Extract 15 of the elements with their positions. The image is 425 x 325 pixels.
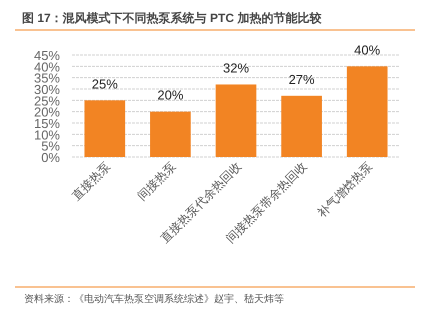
data-label: 25% <box>92 76 118 92</box>
x-tick-label: 间接热泵 <box>134 159 179 204</box>
bar <box>346 66 388 157</box>
chart-title: 图 17：混风模式下不同热泵系统与 PTC 加热的节能比较 <box>22 11 322 25</box>
bar <box>84 100 126 157</box>
data-label: 40% <box>354 42 381 58</box>
data-label: 27% <box>288 72 316 87</box>
text: 资料来源：《电动汽车热泵空调系统综述》赵宇、嵇天炜等 <box>24 293 284 305</box>
data-label: 32% <box>222 60 250 76</box>
x-tick-label: 直接热泵 <box>69 159 113 204</box>
x-tick-label: 补气增焓热泵 <box>314 159 376 220</box>
data-label: 20% <box>157 88 184 103</box>
bar <box>281 96 322 157</box>
bar <box>216 84 256 157</box>
bar <box>150 112 191 157</box>
